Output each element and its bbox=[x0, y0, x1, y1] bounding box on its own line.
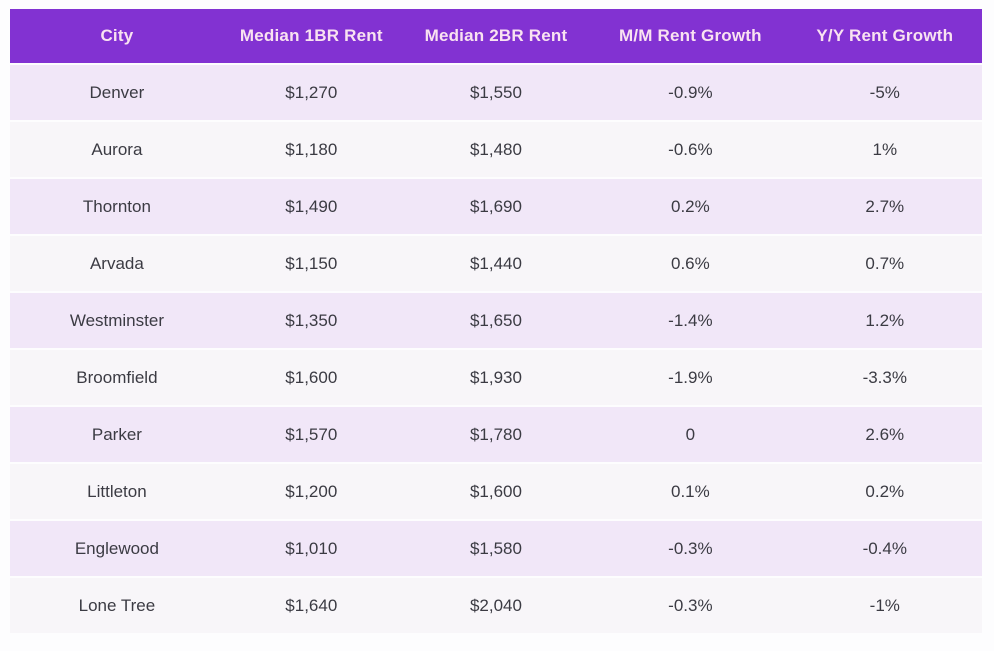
cell-median-2br-rent: $1,550 bbox=[398, 65, 594, 120]
table-row: Englewood $1,010 $1,580 -0.3% -0.4% bbox=[10, 521, 982, 576]
cell-city: Thornton bbox=[10, 179, 224, 234]
cell-median-2br-rent: $1,780 bbox=[398, 407, 594, 462]
header-row: City Median 1BR Rent Median 2BR Rent M/M… bbox=[10, 9, 982, 63]
cell-mm-rent-growth: -1.9% bbox=[593, 350, 788, 405]
cell-yy-rent-growth: 2.7% bbox=[787, 179, 982, 234]
cell-yy-rent-growth: -5% bbox=[787, 65, 982, 120]
cell-median-1br-rent: $1,570 bbox=[223, 407, 399, 462]
cell-city: Englewood bbox=[10, 521, 224, 576]
table-row: Arvada $1,150 $1,440 0.6% 0.7% bbox=[10, 236, 982, 291]
column-header-median-2br-rent: Median 2BR Rent bbox=[398, 9, 594, 63]
cell-yy-rent-growth: -3.3% bbox=[787, 350, 982, 405]
table-row: Broomfield $1,600 $1,930 -1.9% -3.3% bbox=[10, 350, 982, 405]
cell-yy-rent-growth: 1.2% bbox=[787, 293, 982, 348]
cell-city: Parker bbox=[10, 407, 224, 462]
cell-median-1br-rent: $1,640 bbox=[223, 578, 399, 633]
cell-mm-rent-growth: -0.3% bbox=[593, 578, 788, 633]
cell-median-2br-rent: $1,480 bbox=[398, 122, 594, 177]
cell-yy-rent-growth: 1% bbox=[787, 122, 982, 177]
cell-mm-rent-growth: -0.3% bbox=[593, 521, 788, 576]
cell-yy-rent-growth: 0.2% bbox=[787, 464, 982, 519]
rent-table-container: City Median 1BR Rent Median 2BR Rent M/M… bbox=[10, 7, 982, 635]
cell-median-1br-rent: $1,200 bbox=[223, 464, 399, 519]
cell-median-2br-rent: $1,930 bbox=[398, 350, 594, 405]
cell-mm-rent-growth: -0.9% bbox=[593, 65, 788, 120]
cell-city: Denver bbox=[10, 65, 224, 120]
cell-mm-rent-growth: 0.1% bbox=[593, 464, 788, 519]
cell-median-1br-rent: $1,010 bbox=[223, 521, 399, 576]
cell-median-1br-rent: $1,270 bbox=[223, 65, 399, 120]
cell-median-2br-rent: $1,690 bbox=[398, 179, 594, 234]
table-row: Parker $1,570 $1,780 0 2.6% bbox=[10, 407, 982, 462]
cell-yy-rent-growth: -1% bbox=[787, 578, 982, 633]
table-row: Westminster $1,350 $1,650 -1.4% 1.2% bbox=[10, 293, 982, 348]
table-row: Thornton $1,490 $1,690 0.2% 2.7% bbox=[10, 179, 982, 234]
cell-mm-rent-growth: -1.4% bbox=[593, 293, 788, 348]
cell-yy-rent-growth: 0.7% bbox=[787, 236, 982, 291]
cell-mm-rent-growth: 0 bbox=[593, 407, 788, 462]
cell-median-1br-rent: $1,180 bbox=[223, 122, 399, 177]
cell-mm-rent-growth: 0.2% bbox=[593, 179, 788, 234]
cell-median-2br-rent: $1,440 bbox=[398, 236, 594, 291]
cell-city: Littleton bbox=[10, 464, 224, 519]
cell-city: Lone Tree bbox=[10, 578, 224, 633]
cell-city: Aurora bbox=[10, 122, 224, 177]
cell-median-1br-rent: $1,600 bbox=[223, 350, 399, 405]
rent-table-body: Denver $1,270 $1,550 -0.9% -5% Aurora $1,180 $1… bbox=[10, 65, 982, 633]
table-row: Littleton $1,200 $1,600 0.1% 0.2% bbox=[10, 464, 982, 519]
cell-median-1br-rent: $1,490 bbox=[223, 179, 399, 234]
rent-table: City Median 1BR Rent Median 2BR Rent M/M… bbox=[10, 7, 982, 635]
rent-table-header: City Median 1BR Rent Median 2BR Rent M/M… bbox=[10, 9, 982, 63]
cell-median-2br-rent: $2,040 bbox=[398, 578, 594, 633]
cell-city: Arvada bbox=[10, 236, 224, 291]
cell-city: Broomfield bbox=[10, 350, 224, 405]
column-header-city: City bbox=[10, 9, 224, 63]
cell-yy-rent-growth: 2.6% bbox=[787, 407, 982, 462]
column-header-median-1br-rent: Median 1BR Rent bbox=[223, 9, 399, 63]
column-header-mm-rent-growth: M/M Rent Growth bbox=[593, 9, 788, 63]
table-row: Denver $1,270 $1,550 -0.9% -5% bbox=[10, 65, 982, 120]
cell-yy-rent-growth: -0.4% bbox=[787, 521, 982, 576]
cell-median-2br-rent: $1,600 bbox=[398, 464, 594, 519]
cell-median-2br-rent: $1,650 bbox=[398, 293, 594, 348]
cell-median-2br-rent: $1,580 bbox=[398, 521, 594, 576]
table-row: Aurora $1,180 $1,480 -0.6% 1% bbox=[10, 122, 982, 177]
column-header-yy-rent-growth: Y/Y Rent Growth bbox=[787, 9, 982, 63]
cell-median-1br-rent: $1,350 bbox=[223, 293, 399, 348]
cell-city: Westminster bbox=[10, 293, 224, 348]
cell-median-1br-rent: $1,150 bbox=[223, 236, 399, 291]
cell-mm-rent-growth: 0.6% bbox=[593, 236, 788, 291]
table-row: Lone Tree $1,640 $2,040 -0.3% -1% bbox=[10, 578, 982, 633]
cell-mm-rent-growth: -0.6% bbox=[593, 122, 788, 177]
